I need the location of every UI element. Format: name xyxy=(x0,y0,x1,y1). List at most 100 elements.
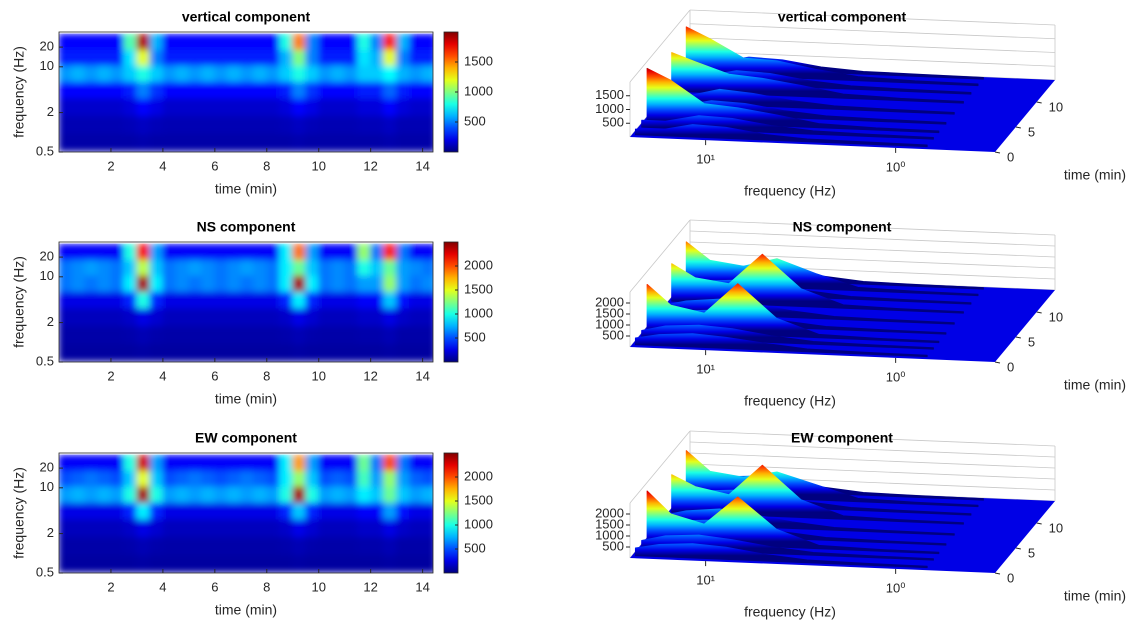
x-tick-label: 10¹ xyxy=(696,152,715,167)
heat-cell xyxy=(227,64,242,82)
heat-cell xyxy=(59,49,73,66)
heat-cell xyxy=(253,49,268,66)
heat-cell xyxy=(162,518,177,538)
heat-cell xyxy=(149,470,164,487)
heat-cell xyxy=(422,80,433,99)
heat-cell xyxy=(292,133,307,152)
x-tick-label: 2 xyxy=(107,579,114,594)
y-tick-label: 20 xyxy=(40,39,54,54)
heat-cell xyxy=(292,325,307,345)
colorbar-tick-label: 1000 xyxy=(464,305,493,320)
heat-cell xyxy=(422,133,433,152)
heat-cell xyxy=(253,343,268,362)
x-tick-label: 14 xyxy=(415,368,429,383)
heat-cell xyxy=(201,274,216,292)
heat-cell xyxy=(162,470,177,487)
surface-ridge xyxy=(646,67,940,134)
heatmap-cells xyxy=(59,33,433,152)
heat-cell xyxy=(240,518,255,538)
heat-cell xyxy=(396,518,411,538)
heat-cell xyxy=(370,307,385,327)
heat-cell xyxy=(97,518,112,538)
heat-cell xyxy=(188,115,203,135)
heat-cell xyxy=(214,97,229,117)
heat-cell xyxy=(396,243,411,261)
heat-cell xyxy=(253,243,268,261)
heat-cell xyxy=(422,536,433,556)
colorbar-tick-label: 1500 xyxy=(464,281,493,296)
heat-cell xyxy=(136,518,151,538)
heat-cell xyxy=(201,243,216,261)
heat-cell xyxy=(383,259,398,276)
heat-cell xyxy=(383,454,398,472)
heat-cell xyxy=(279,307,294,327)
x-tick-label: 4 xyxy=(159,368,166,383)
heat-cell xyxy=(97,501,112,520)
colorbar-tick-label: 1500 xyxy=(464,53,493,68)
heat-cell xyxy=(59,274,73,292)
y-tick-label: 10 xyxy=(40,58,54,73)
heat-cell xyxy=(370,454,385,472)
heat-cell xyxy=(344,536,359,556)
heat-cell xyxy=(175,133,190,152)
heat-cell xyxy=(266,343,281,362)
heat-cell xyxy=(136,485,151,503)
heat-cell xyxy=(370,290,385,309)
heat-cell xyxy=(149,243,164,261)
heat-cell xyxy=(240,243,255,261)
heat-cell xyxy=(240,325,255,345)
heat-cell xyxy=(123,343,138,362)
heat-cell xyxy=(240,536,255,556)
heat-cell xyxy=(396,470,411,487)
heat-cell xyxy=(123,307,138,327)
heat-cell xyxy=(59,343,73,362)
y-axis-label: frequency (Hz) xyxy=(11,467,27,559)
y-tick xyxy=(1036,522,1042,525)
heat-cell xyxy=(123,518,138,538)
heat-cell xyxy=(123,501,138,520)
heat-cell xyxy=(370,97,385,117)
heat-cell xyxy=(253,97,268,117)
heat-cell xyxy=(227,33,242,51)
heat-cell xyxy=(383,33,398,51)
heat-cell xyxy=(305,307,320,327)
heat-cell xyxy=(409,307,424,327)
heat-cell xyxy=(149,454,164,472)
z-tick-label: 1000 xyxy=(595,101,624,116)
heat-cell xyxy=(84,80,99,99)
heat-cell xyxy=(214,536,229,556)
heat-cell xyxy=(253,536,268,556)
heat-cell xyxy=(84,274,99,292)
heat-cell xyxy=(110,243,125,261)
heat-cell xyxy=(214,274,229,292)
heat-cell xyxy=(422,49,433,66)
heat-cell xyxy=(344,307,359,327)
heat-cell xyxy=(253,325,268,345)
y-axis-label: frequency (Hz) xyxy=(11,46,27,138)
heat-cell xyxy=(357,259,372,276)
heat-cell xyxy=(71,307,86,327)
heat-cell xyxy=(59,518,73,538)
heat-cell xyxy=(318,80,333,99)
heat-cell xyxy=(331,325,346,345)
heat-cell xyxy=(97,454,112,472)
heat-cell xyxy=(409,97,424,117)
heat-cell xyxy=(331,307,346,327)
heat-cell xyxy=(175,259,190,276)
heat-cell xyxy=(357,454,372,472)
heat-cell xyxy=(279,290,294,309)
heat-cell xyxy=(59,536,73,556)
heat-cell xyxy=(279,115,294,135)
heat-cell xyxy=(240,307,255,327)
heat-cell xyxy=(97,325,112,345)
heat-cell xyxy=(331,501,346,520)
heat-cell xyxy=(162,33,177,51)
heat-cell xyxy=(162,64,177,82)
y-tick-label: 2 xyxy=(47,525,54,540)
y-tick-label: 10 xyxy=(1049,520,1063,535)
heat-cell xyxy=(370,470,385,487)
heat-cell xyxy=(396,33,411,51)
x-tick-label: 8 xyxy=(263,158,270,173)
heat-cell xyxy=(214,64,229,82)
heat-cell xyxy=(409,343,424,362)
